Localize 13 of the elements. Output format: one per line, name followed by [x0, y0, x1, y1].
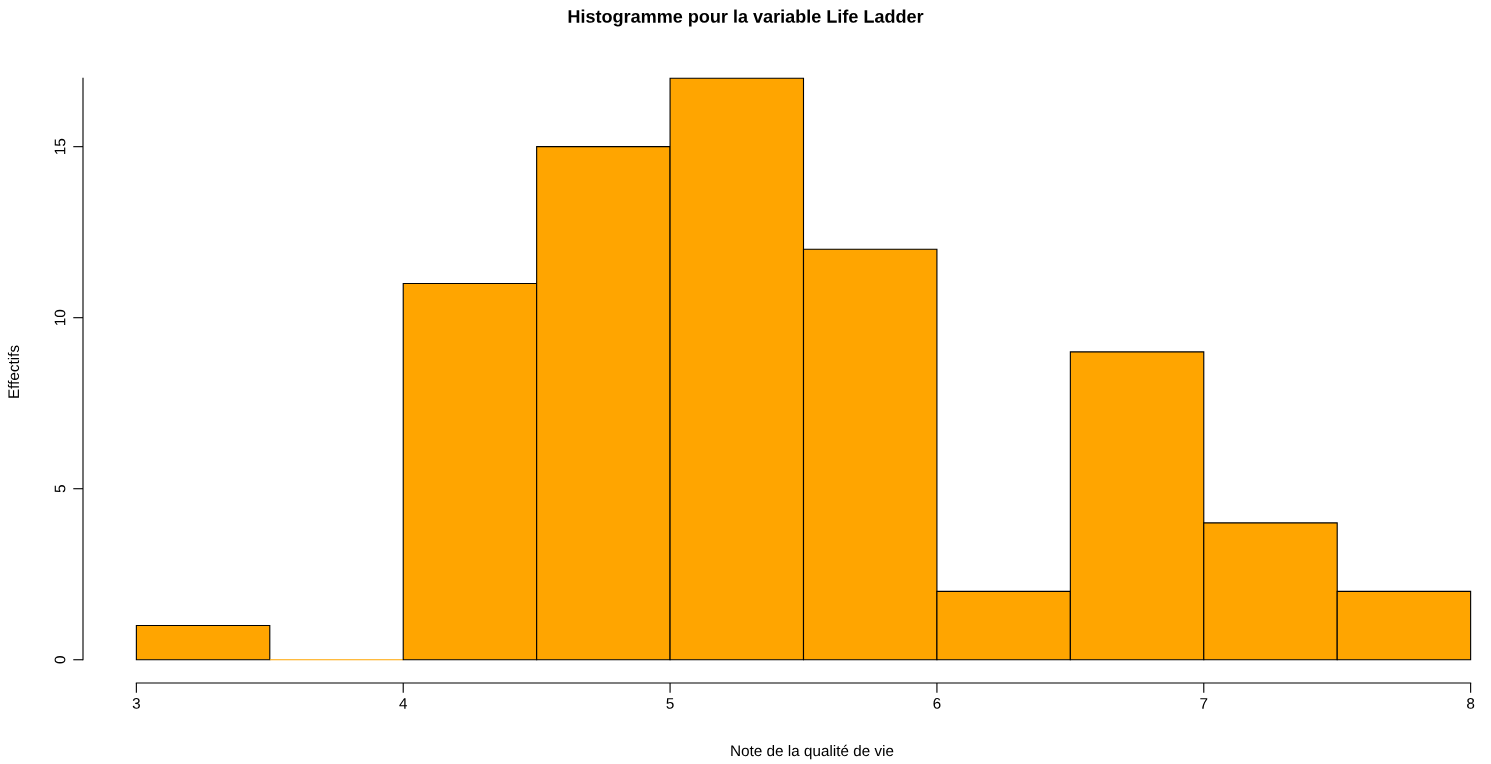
y-tick-label: 5 [54, 485, 66, 493]
x-tick-label: 6 [933, 697, 941, 709]
x-tick-label: 8 [1467, 697, 1475, 709]
y-axis-title: Effectifs [7, 345, 20, 398]
x-tick-label: 3 [132, 697, 140, 709]
y-tick-label: 0 [54, 656, 66, 664]
y-tick-label: 10 [54, 309, 66, 326]
x-axis-title: Note de la qualité de vie [731, 744, 894, 760]
x-tick-label: 4 [399, 698, 408, 709]
chart-title: Histogramme pour la variable Life Ladder [568, 9, 924, 27]
x-tick-label: 7 [1200, 698, 1208, 709]
x-tick-label: 5 [666, 698, 674, 709]
y-tick-label: 15 [54, 138, 66, 154]
